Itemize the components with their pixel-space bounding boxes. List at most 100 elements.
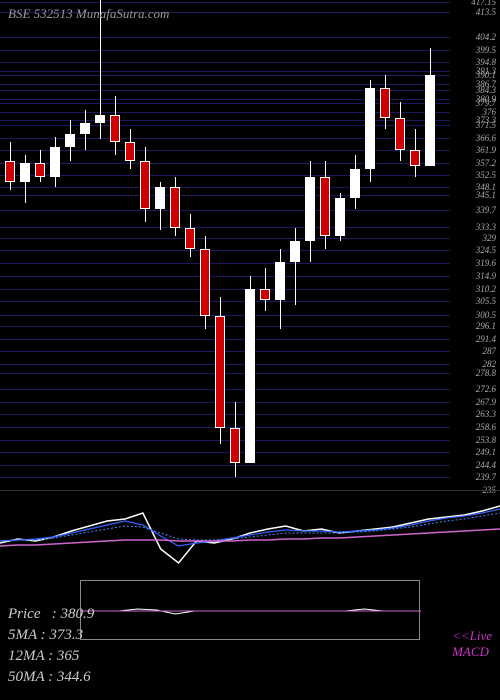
source-label: MunafaSutra.com — [76, 6, 170, 21]
candle — [35, 0, 45, 490]
candle-body — [35, 163, 45, 176]
macd-label-line1: <<Live — [452, 628, 492, 643]
candle — [260, 0, 270, 490]
y-axis-label: 413.5 — [476, 7, 496, 17]
y-axis-label: 287 — [483, 346, 497, 356]
candle — [380, 0, 390, 490]
candle — [185, 0, 195, 490]
candle-body — [290, 241, 300, 262]
candle-body — [395, 118, 405, 150]
candle — [215, 0, 225, 490]
y-axis-label: 267.9 — [476, 397, 496, 407]
candle-body — [215, 316, 225, 428]
y-axis-label: 324.5 — [476, 245, 496, 255]
moving-average-panel — [0, 490, 500, 580]
candle — [275, 0, 285, 490]
candle — [20, 0, 30, 490]
y-axis-label: 345.1 — [476, 190, 496, 200]
info-panel: Price : 380.9 5MA : 373.3 12MA : 365 50M… — [8, 604, 94, 688]
candle — [170, 0, 180, 490]
y-axis-label: 319.6 — [476, 258, 496, 268]
candle — [125, 0, 135, 490]
candle-body — [305, 177, 315, 241]
y-axis-label: 357.2 — [476, 158, 496, 168]
ma12-value: 365 — [57, 648, 80, 664]
price-row: Price : 380.9 — [8, 604, 94, 625]
macd-panel — [80, 580, 420, 640]
candle-body — [5, 161, 15, 182]
y-axis-label: 314.9 — [476, 271, 496, 281]
y-axis-label: 305.5 — [476, 296, 496, 306]
ma50-label: 50MA — [8, 669, 44, 685]
candle-body — [140, 161, 150, 209]
y-axis-label: 300.5 — [476, 310, 496, 320]
y-axis-label: 249.1 — [476, 447, 496, 457]
stock-chart-container: BSE 532513 MunafaSutra.com 417.15413.540… — [0, 0, 500, 700]
candle-body — [245, 289, 255, 463]
candle-body — [335, 198, 345, 235]
price-label: Price — [8, 606, 40, 622]
candle-body — [260, 289, 270, 300]
candle-body — [50, 147, 60, 176]
y-axis-label: 310.2 — [476, 284, 496, 294]
y-axis-label: 244.4 — [476, 460, 496, 470]
candle — [290, 0, 300, 490]
candle — [335, 0, 345, 490]
y-axis-label: 291.4 — [476, 334, 496, 344]
symbol-label: 532513 — [34, 6, 73, 21]
candle-body — [320, 177, 330, 236]
ma5-label: 5MA — [8, 627, 37, 643]
candle — [5, 0, 15, 490]
price-value: 380.9 — [60, 606, 94, 622]
ma12-row: 12MA : 365 — [8, 646, 94, 667]
exchange-label: BSE — [8, 6, 30, 21]
candle-body — [65, 134, 75, 147]
ma50-value: 344.6 — [57, 669, 91, 685]
y-axis-label: 379.7 — [476, 98, 496, 108]
candle — [230, 0, 240, 490]
candle-body — [350, 169, 360, 198]
macd-lines — [81, 581, 421, 641]
candle — [140, 0, 150, 490]
candle — [365, 0, 375, 490]
candle-body — [425, 75, 435, 166]
y-axis-label: 296.1 — [476, 321, 496, 331]
candle — [395, 0, 405, 490]
y-axis-label: 253.8 — [476, 435, 496, 445]
candle-body — [380, 88, 390, 117]
y-axis-label: 333.3 — [476, 222, 496, 232]
y-axis-label: 404.2 — [476, 32, 496, 42]
ma-lines — [0, 491, 500, 581]
macd-label-line2: MACD — [452, 644, 489, 659]
candle — [50, 0, 60, 490]
y-axis-label: 239.7 — [476, 472, 496, 482]
y-axis-label: 371.5 — [476, 120, 496, 130]
candle — [320, 0, 330, 490]
candle — [350, 0, 360, 490]
ma50-row: 50MA : 344.6 — [8, 667, 94, 688]
candle-body — [185, 228, 195, 249]
candle-body — [365, 88, 375, 168]
chart-header: BSE 532513 MunafaSutra.com — [8, 6, 169, 22]
ma12-line — [0, 513, 500, 541]
candle-body — [155, 187, 165, 208]
candlestick-chart — [0, 0, 450, 490]
y-axis-label: 352.5 — [476, 170, 496, 180]
y-axis-label: 361.9 — [476, 145, 496, 155]
candle — [200, 0, 210, 490]
y-axis-label: 278.8 — [476, 368, 496, 378]
candle — [305, 0, 315, 490]
candle — [95, 0, 105, 490]
candle — [245, 0, 255, 490]
candle-body — [200, 249, 210, 316]
candle — [80, 0, 90, 490]
y-axis-label: 272.6 — [476, 384, 496, 394]
candle-body — [95, 115, 105, 123]
candle — [155, 0, 165, 490]
macd-label: <<Live MACD — [452, 628, 492, 660]
candle — [410, 0, 420, 490]
candle-body — [20, 163, 30, 182]
y-axis-label: 366.6 — [476, 133, 496, 143]
candle-body — [170, 187, 180, 227]
candle-body — [275, 262, 285, 299]
